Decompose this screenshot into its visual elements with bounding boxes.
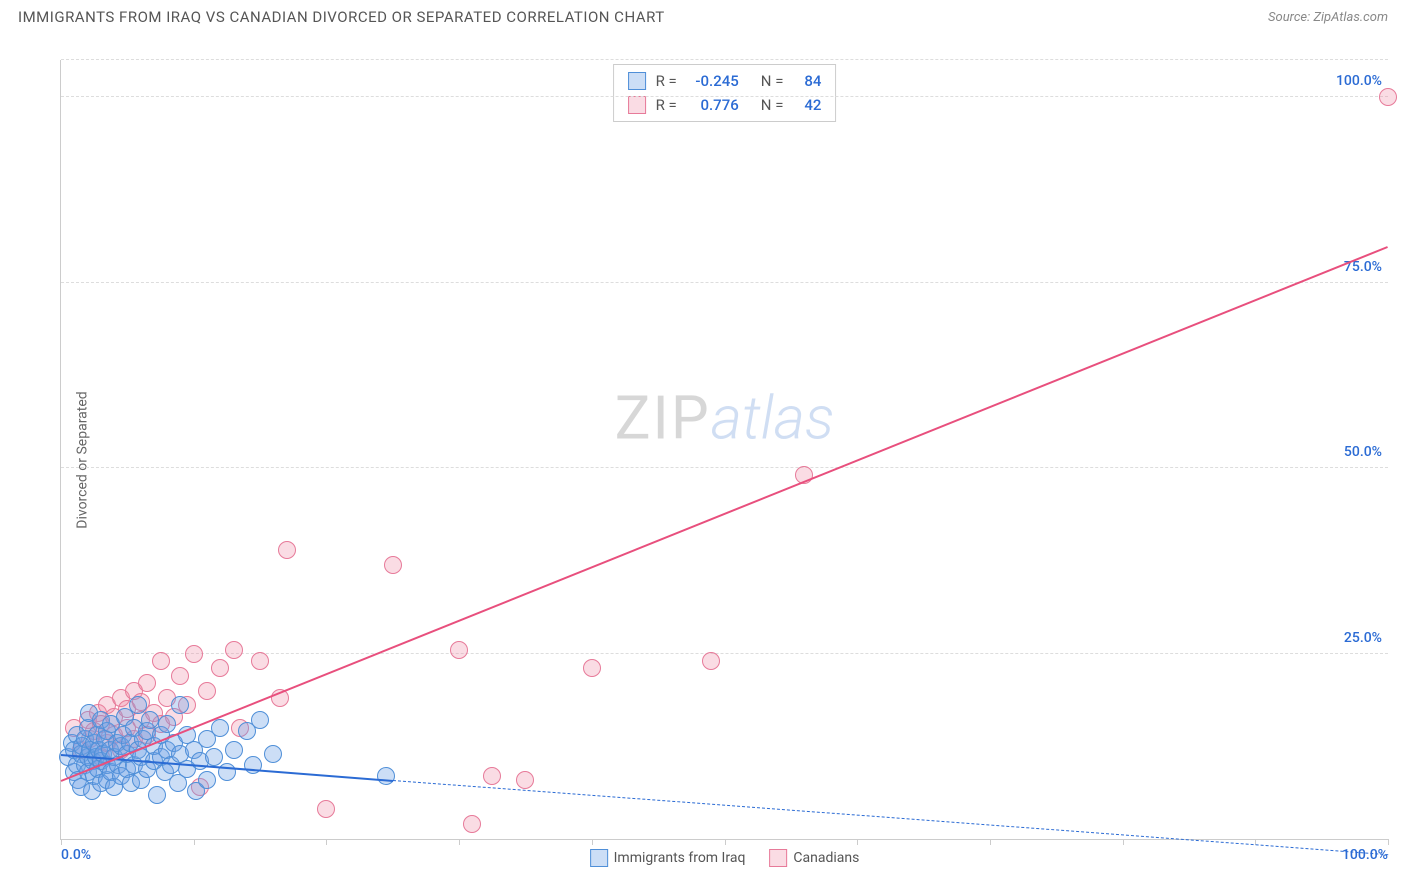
data-point-canadians: [1379, 88, 1397, 106]
data-point-canadians: [450, 641, 468, 659]
data-point-iraq: [225, 741, 243, 759]
legend-swatch: [628, 72, 646, 90]
legend-swatch: [590, 849, 608, 867]
data-point-iraq: [158, 715, 176, 733]
legend-swatch: [628, 96, 646, 114]
data-point-iraq: [205, 748, 223, 766]
chart-title: IMMIGRANTS FROM IRAQ VS CANADIAN DIVORCE…: [18, 8, 665, 26]
data-point-canadians: [225, 641, 243, 659]
source-name: ZipAtlas.com: [1313, 10, 1388, 25]
trendline-iraq-dashed: [393, 780, 1388, 855]
x-tick: [326, 839, 327, 845]
data-point-iraq: [198, 771, 216, 789]
data-point-iraq: [377, 767, 395, 785]
data-point-iraq: [211, 719, 229, 737]
gridline: [61, 467, 1388, 468]
data-point-canadians: [251, 652, 269, 670]
watermark-zip: ZIP: [615, 383, 711, 454]
data-point-canadians: [171, 667, 189, 685]
x-tick: [857, 839, 858, 845]
data-point-canadians: [198, 682, 216, 700]
x-tick: [459, 839, 460, 845]
data-point-canadians: [463, 815, 481, 833]
data-point-canadians: [278, 541, 296, 559]
legend-series-item: Immigrants from Iraq: [590, 849, 746, 867]
legend-n-label: N =: [761, 69, 784, 93]
data-point-canadians: [152, 652, 170, 670]
gridline: [61, 59, 1388, 60]
source-attribution: Source: ZipAtlas.com: [1268, 10, 1388, 25]
legend-series: Immigrants from Iraq Canadians: [590, 849, 860, 867]
legend-r-value: -0.245: [687, 69, 739, 93]
data-point-iraq: [251, 711, 269, 729]
data-point-canadians: [185, 645, 203, 663]
chart-container: Divorced or Separated ZIPatlas R =-0.245…: [18, 40, 1388, 880]
gridline: [61, 96, 1388, 97]
x-tick-label: 100.0%: [1342, 847, 1388, 863]
legend-stats: R =-0.245N =84R =0.776N =42: [613, 64, 837, 122]
x-tick: [194, 839, 195, 845]
y-tick-label: 25.0%: [1344, 630, 1382, 646]
legend-series-item: Canadians: [769, 849, 859, 867]
chart-header: IMMIGRANTS FROM IRAQ VS CANADIAN DIVORCE…: [0, 0, 1406, 30]
watermark-atlas: atlas: [711, 383, 835, 454]
y-tick-label: 50.0%: [1344, 444, 1382, 460]
legend-n-value: 84: [793, 69, 821, 93]
legend-stat-row: R = -0.245 N = 84: [628, 69, 822, 93]
legend-r-label: R =: [656, 69, 677, 93]
data-point-iraq: [264, 745, 282, 763]
x-tick: [725, 839, 726, 845]
data-point-canadians: [516, 771, 534, 789]
data-point-iraq: [148, 786, 166, 804]
data-point-canadians: [583, 659, 601, 677]
data-point-canadians: [702, 652, 720, 670]
data-point-canadians: [138, 674, 156, 692]
gridline: [61, 282, 1388, 283]
legend-series-label: Canadians: [793, 850, 859, 866]
x-tick: [1123, 839, 1124, 845]
x-tick: [990, 839, 991, 845]
source-prefix: Source:: [1268, 10, 1313, 25]
data-point-canadians: [483, 767, 501, 785]
y-tick-label: 100.0%: [1336, 73, 1382, 89]
x-tick: [61, 839, 62, 845]
x-tick: [1388, 839, 1389, 845]
watermark: ZIPatlas: [615, 383, 835, 454]
legend-swatch: [769, 849, 787, 867]
plot-area: ZIPatlas R =-0.245N =84R =0.776N =42 Imm…: [60, 60, 1388, 840]
data-point-iraq: [171, 696, 189, 714]
trendline-canadians: [61, 246, 1389, 782]
x-tick: [592, 839, 593, 845]
data-point-canadians: [317, 800, 335, 818]
legend-series-label: Immigrants from Iraq: [614, 850, 746, 866]
x-tick-label: 0.0%: [61, 847, 91, 863]
data-point-canadians: [384, 556, 402, 574]
data-point-canadians: [211, 659, 229, 677]
